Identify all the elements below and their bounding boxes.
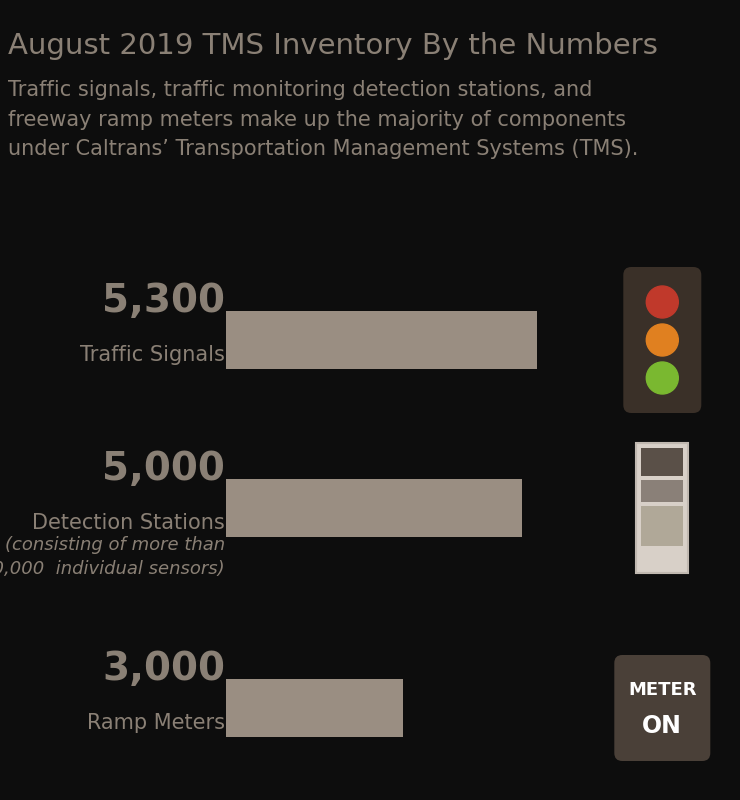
Text: August 2019 TMS Inventory By the Numbers: August 2019 TMS Inventory By the Numbers bbox=[8, 32, 658, 60]
Circle shape bbox=[646, 362, 679, 394]
FancyBboxPatch shape bbox=[614, 655, 710, 761]
Text: Ramp Meters: Ramp Meters bbox=[87, 713, 225, 733]
Text: ON: ON bbox=[642, 714, 682, 738]
Text: 5,300: 5,300 bbox=[102, 282, 225, 320]
FancyBboxPatch shape bbox=[226, 679, 403, 737]
Circle shape bbox=[646, 286, 679, 318]
Text: Detection Stations: Detection Stations bbox=[33, 513, 225, 533]
Text: METER: METER bbox=[628, 681, 696, 699]
FancyBboxPatch shape bbox=[636, 443, 688, 573]
FancyBboxPatch shape bbox=[642, 480, 683, 502]
FancyBboxPatch shape bbox=[642, 506, 683, 546]
FancyBboxPatch shape bbox=[226, 479, 522, 537]
Text: 5,000: 5,000 bbox=[102, 450, 225, 488]
Text: (consisting of more than
40,000  individual sensors): (consisting of more than 40,000 individu… bbox=[0, 536, 225, 578]
Text: 3,000: 3,000 bbox=[102, 650, 225, 688]
Text: Traffic signals, traffic monitoring detection stations, and
freeway ramp meters : Traffic signals, traffic monitoring dete… bbox=[8, 80, 639, 159]
Text: Traffic Signals: Traffic Signals bbox=[80, 345, 225, 365]
FancyBboxPatch shape bbox=[623, 267, 702, 413]
Circle shape bbox=[646, 324, 679, 356]
FancyBboxPatch shape bbox=[642, 448, 683, 476]
FancyBboxPatch shape bbox=[226, 311, 536, 369]
